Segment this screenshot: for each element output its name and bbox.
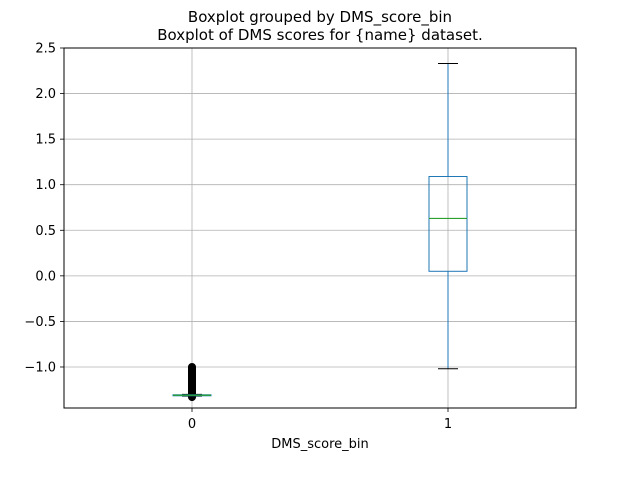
chart-title: Boxplot of DMS scores for {name} dataset… [157, 26, 483, 44]
y-tick-label: 2.5 [35, 42, 56, 57]
box-group-0 [172, 362, 212, 402]
chart-suptitle: Boxplot grouped by DMS_score_bin [188, 8, 452, 27]
box-elements [172, 62, 468, 402]
y-axis: −1.0 −0.5 0.0 0.5 1.0 1.5 2.0 2.5 [24, 42, 64, 375]
x-tick-label: 1 [444, 417, 452, 432]
y-tick-label: −0.5 [24, 315, 56, 330]
x-axis-label: DMS_score_bin [271, 437, 369, 452]
x-tick-label: 0 [188, 417, 196, 432]
y-tick-label: 2.0 [35, 87, 56, 102]
y-tick-label: 1.5 [35, 133, 56, 148]
y-tick-label: −1.0 [24, 360, 56, 375]
box-rect [428, 176, 468, 272]
plot-frame [63, 47, 577, 409]
box-group-1 [428, 62, 468, 370]
grid-lines [64, 47, 576, 408]
y-tick-label: 0.5 [35, 224, 56, 239]
y-tick-label: 0.0 [35, 269, 56, 284]
y-tick-label: 1.0 [35, 178, 56, 193]
flier-point [188, 362, 196, 371]
